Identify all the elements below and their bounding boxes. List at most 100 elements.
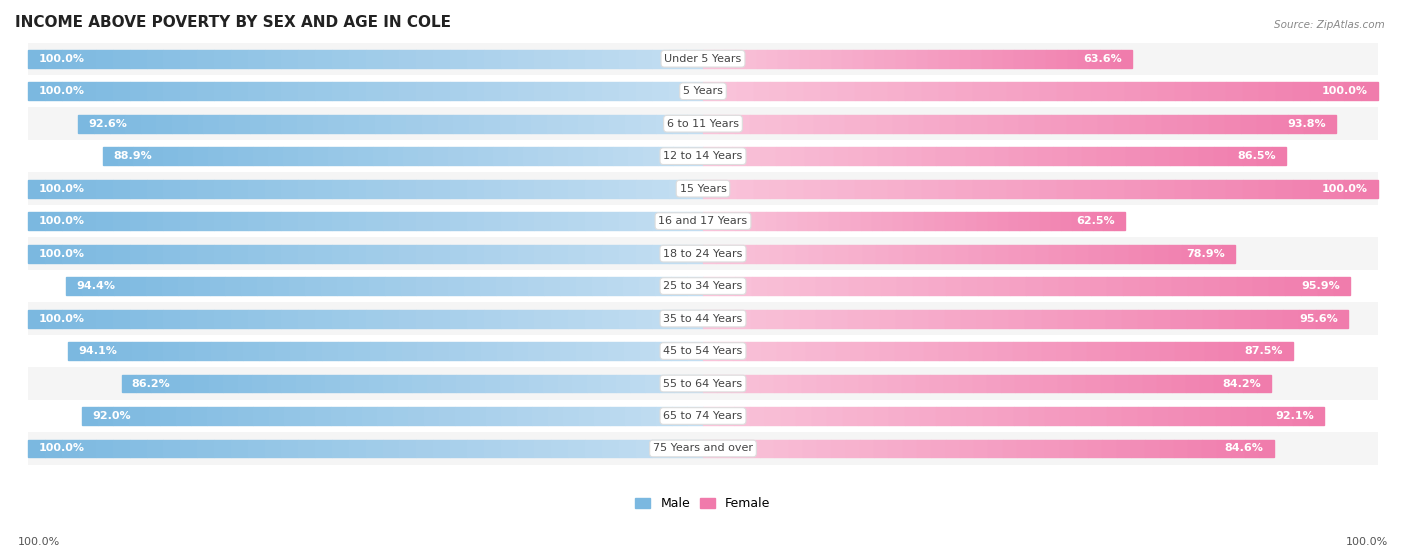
Bar — [853, 50, 863, 68]
Bar — [28, 107, 1378, 140]
Bar — [290, 277, 305, 295]
Text: 55 to 64 Years: 55 to 64 Years — [664, 378, 742, 389]
Text: 100.0%: 100.0% — [38, 184, 84, 193]
Bar — [714, 50, 724, 68]
Bar — [877, 147, 893, 165]
Bar — [1260, 180, 1277, 197]
Bar — [1088, 439, 1102, 457]
Text: 86.2%: 86.2% — [132, 378, 170, 389]
Bar — [848, 310, 865, 328]
Bar — [924, 342, 939, 360]
Bar — [1057, 50, 1067, 68]
Text: 84.6%: 84.6% — [1225, 443, 1264, 453]
Bar — [1310, 180, 1327, 197]
Bar — [776, 147, 790, 165]
Bar — [96, 180, 112, 197]
Bar — [1050, 115, 1067, 132]
Bar — [863, 50, 875, 68]
Bar — [551, 50, 568, 68]
Bar — [834, 147, 849, 165]
Bar — [703, 82, 720, 100]
Bar — [328, 147, 343, 165]
Bar — [45, 439, 62, 457]
Bar — [734, 115, 751, 132]
Text: 25 to 34 Years: 25 to 34 Years — [664, 281, 742, 291]
Bar — [914, 212, 924, 230]
Bar — [553, 147, 568, 165]
Bar — [177, 277, 194, 295]
Bar — [893, 212, 903, 230]
Bar — [247, 50, 264, 68]
Bar — [1050, 212, 1062, 230]
Bar — [28, 245, 45, 263]
Bar — [1137, 407, 1153, 425]
Bar — [652, 212, 669, 230]
Bar — [242, 277, 257, 295]
Bar — [640, 277, 655, 295]
Bar — [924, 212, 935, 230]
Text: 84.2%: 84.2% — [1222, 378, 1261, 389]
Bar — [1067, 115, 1083, 132]
Bar — [366, 50, 382, 68]
Bar — [399, 180, 416, 197]
Bar — [928, 50, 939, 68]
Text: 92.1%: 92.1% — [1275, 411, 1315, 421]
Bar — [148, 342, 163, 360]
Bar — [1185, 375, 1199, 392]
Bar — [146, 277, 162, 295]
Bar — [110, 115, 125, 132]
Bar — [905, 180, 922, 197]
Bar — [325, 375, 340, 392]
Bar — [1199, 375, 1215, 392]
Bar — [959, 375, 973, 392]
Bar — [1294, 82, 1310, 100]
Bar — [703, 310, 718, 328]
Bar — [516, 115, 531, 132]
Text: 18 to 24 Years: 18 to 24 Years — [664, 249, 742, 259]
Bar — [613, 147, 628, 165]
Bar — [1156, 147, 1170, 165]
Bar — [281, 375, 297, 392]
Bar — [315, 180, 332, 197]
Bar — [517, 212, 534, 230]
Bar — [361, 407, 377, 425]
Bar — [284, 407, 299, 425]
Text: 6 to 11 Years: 6 to 11 Years — [666, 119, 740, 129]
Bar — [1361, 82, 1378, 100]
Bar — [939, 82, 956, 100]
Bar — [636, 439, 652, 457]
Bar — [484, 180, 501, 197]
Bar — [703, 407, 718, 425]
Bar — [468, 115, 485, 132]
Bar — [1087, 342, 1101, 360]
Bar — [197, 50, 214, 68]
Bar — [534, 82, 551, 100]
Bar — [360, 115, 375, 132]
Bar — [939, 50, 949, 68]
Bar — [1160, 439, 1174, 457]
Bar — [298, 180, 315, 197]
Bar — [1168, 245, 1182, 263]
Bar — [907, 50, 918, 68]
Bar — [769, 245, 783, 263]
Text: 12 to 14 Years: 12 to 14 Years — [664, 151, 742, 161]
Bar — [398, 375, 412, 392]
Bar — [1115, 245, 1129, 263]
Bar — [720, 277, 735, 295]
Bar — [1270, 277, 1285, 295]
Bar — [1114, 212, 1125, 230]
Bar — [855, 180, 872, 197]
Bar — [636, 310, 652, 328]
Bar — [112, 82, 129, 100]
Text: 78.9%: 78.9% — [1187, 249, 1225, 259]
Bar — [1320, 115, 1336, 132]
Bar — [1022, 245, 1036, 263]
Bar — [517, 310, 534, 328]
Bar — [572, 375, 586, 392]
Bar — [28, 367, 1378, 400]
Bar — [607, 277, 623, 295]
Bar — [686, 245, 703, 263]
Bar — [513, 342, 529, 360]
Bar — [346, 407, 361, 425]
Bar — [315, 310, 332, 328]
